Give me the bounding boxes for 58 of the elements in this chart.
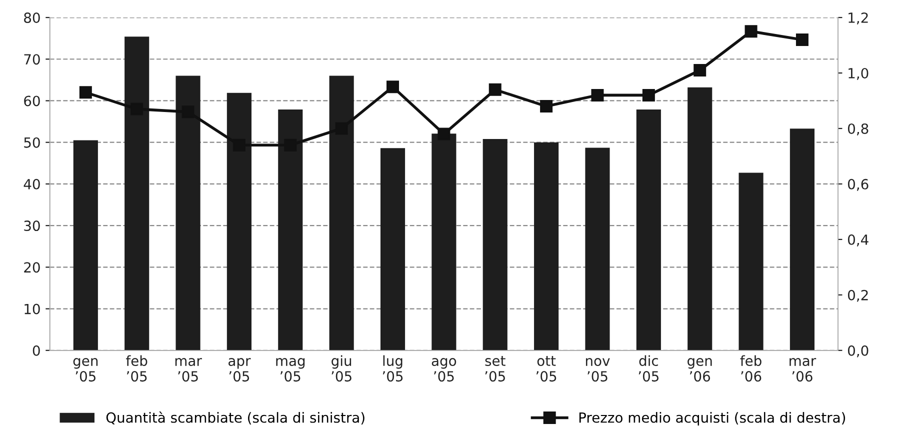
y2-tick-label: 0,4 [848,234,868,246]
y2-tick-label: 0,6 [848,178,868,191]
x-tick-label: dic ’05 [638,355,659,382]
x-tick-label: feb ’06 [740,355,762,382]
x-tick-label: nov ’05 [586,358,610,382]
x-tick-label: set ’05 [485,356,506,382]
point [744,25,758,38]
y-tick-label: 70 [24,54,40,65]
x-tick-label: mar ’06 [790,358,816,382]
x-tick-label: lug ’05 [382,355,403,382]
y2-tick-label: 0,2 [848,290,868,302]
point [540,100,553,113]
y-tick-label: 60 [24,96,40,106]
y-tick-label: 80 [24,12,40,23]
bar [380,148,406,350]
x-tick-label: ott ’05 [536,356,556,382]
point [79,86,92,99]
bar [278,109,303,350]
bar [790,128,815,350]
legend-label: Quantità scambiate (scala di sinistra) [106,412,364,424]
bar [176,76,200,350]
y2-tick-label: 1,2 [848,12,868,24]
y-tick-label: 10 [24,304,40,314]
bar [124,36,150,350]
point [386,80,400,94]
y-tick-label: 50 [24,137,40,148]
bar [585,148,610,350]
point [796,33,808,46]
point [642,88,655,102]
x-tick-label: mag ’05 [276,358,305,382]
bar [432,134,456,350]
y-tick-label: 0 [32,345,40,356]
y2-tick-label: 0,0 [848,345,868,358]
bar [73,140,98,350]
x-tick-label: mar ’05 [175,358,202,382]
bar [226,92,252,350]
y-tick-label: 40 [24,178,40,190]
bar [482,139,508,350]
x-tick-label: ago ’05 [432,358,456,382]
y2-tick-label: 1,0 [848,68,868,80]
x-tick-label: gen ’05 [73,358,98,382]
y-tick-label: 20 [24,262,40,273]
bar [534,142,559,350]
bar [688,87,712,350]
bar [636,109,661,350]
x-tick-label: giu ’05 [332,355,352,382]
bar [329,76,354,350]
point [488,83,502,96]
y-tick-label: 30 [24,220,40,232]
point [438,128,450,140]
legend-label: Prezzo medio acquisti (scala di destra) [579,412,846,426]
bar [738,172,764,350]
x-tick-label: apr ’05 [228,358,251,382]
point [694,64,706,76]
point [591,88,604,102]
x-tick-label: feb ’05 [126,355,148,382]
y2-tick-label: 0,8 [848,123,868,136]
x-tick-label: gen ’06 [688,358,712,382]
